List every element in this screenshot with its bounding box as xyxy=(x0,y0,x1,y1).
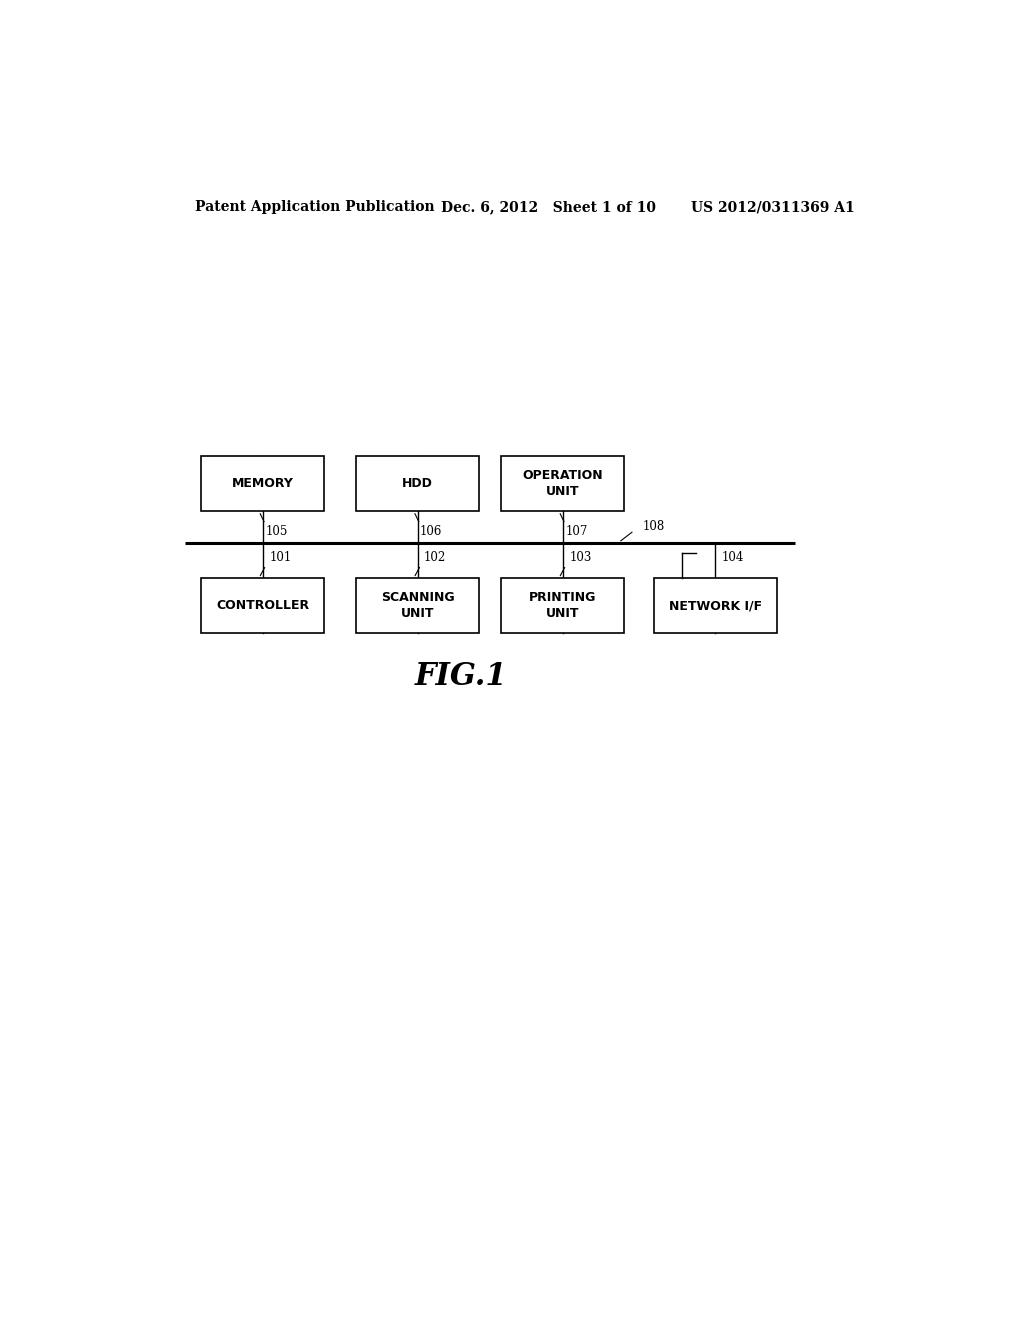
Text: US 2012/0311369 A1: US 2012/0311369 A1 xyxy=(691,201,855,214)
Text: HDD: HDD xyxy=(402,477,433,490)
Text: 102: 102 xyxy=(424,552,446,565)
Text: OPERATION
UNIT: OPERATION UNIT xyxy=(522,469,603,498)
Text: 101: 101 xyxy=(269,552,292,565)
Text: MEMORY: MEMORY xyxy=(232,477,294,490)
Text: 104: 104 xyxy=(722,552,744,565)
Text: 108: 108 xyxy=(642,520,665,533)
Text: 103: 103 xyxy=(569,552,592,565)
Text: 107: 107 xyxy=(565,525,588,539)
Text: Patent Application Publication: Patent Application Publication xyxy=(196,201,435,214)
Text: 105: 105 xyxy=(265,525,288,539)
Text: Dec. 6, 2012   Sheet 1 of 10: Dec. 6, 2012 Sheet 1 of 10 xyxy=(441,201,656,214)
Text: CONTROLLER: CONTROLLER xyxy=(216,599,309,612)
FancyBboxPatch shape xyxy=(356,457,479,511)
FancyBboxPatch shape xyxy=(502,457,625,511)
FancyBboxPatch shape xyxy=(202,578,325,634)
Text: PRINTING
UNIT: PRINTING UNIT xyxy=(529,591,597,620)
FancyBboxPatch shape xyxy=(202,457,325,511)
FancyBboxPatch shape xyxy=(356,578,479,634)
Text: SCANNING
UNIT: SCANNING UNIT xyxy=(381,591,455,620)
FancyBboxPatch shape xyxy=(502,578,625,634)
Text: FIG.1: FIG.1 xyxy=(415,661,508,692)
Text: NETWORK I/F: NETWORK I/F xyxy=(669,599,762,612)
Text: 106: 106 xyxy=(420,525,442,539)
FancyBboxPatch shape xyxy=(653,578,777,634)
